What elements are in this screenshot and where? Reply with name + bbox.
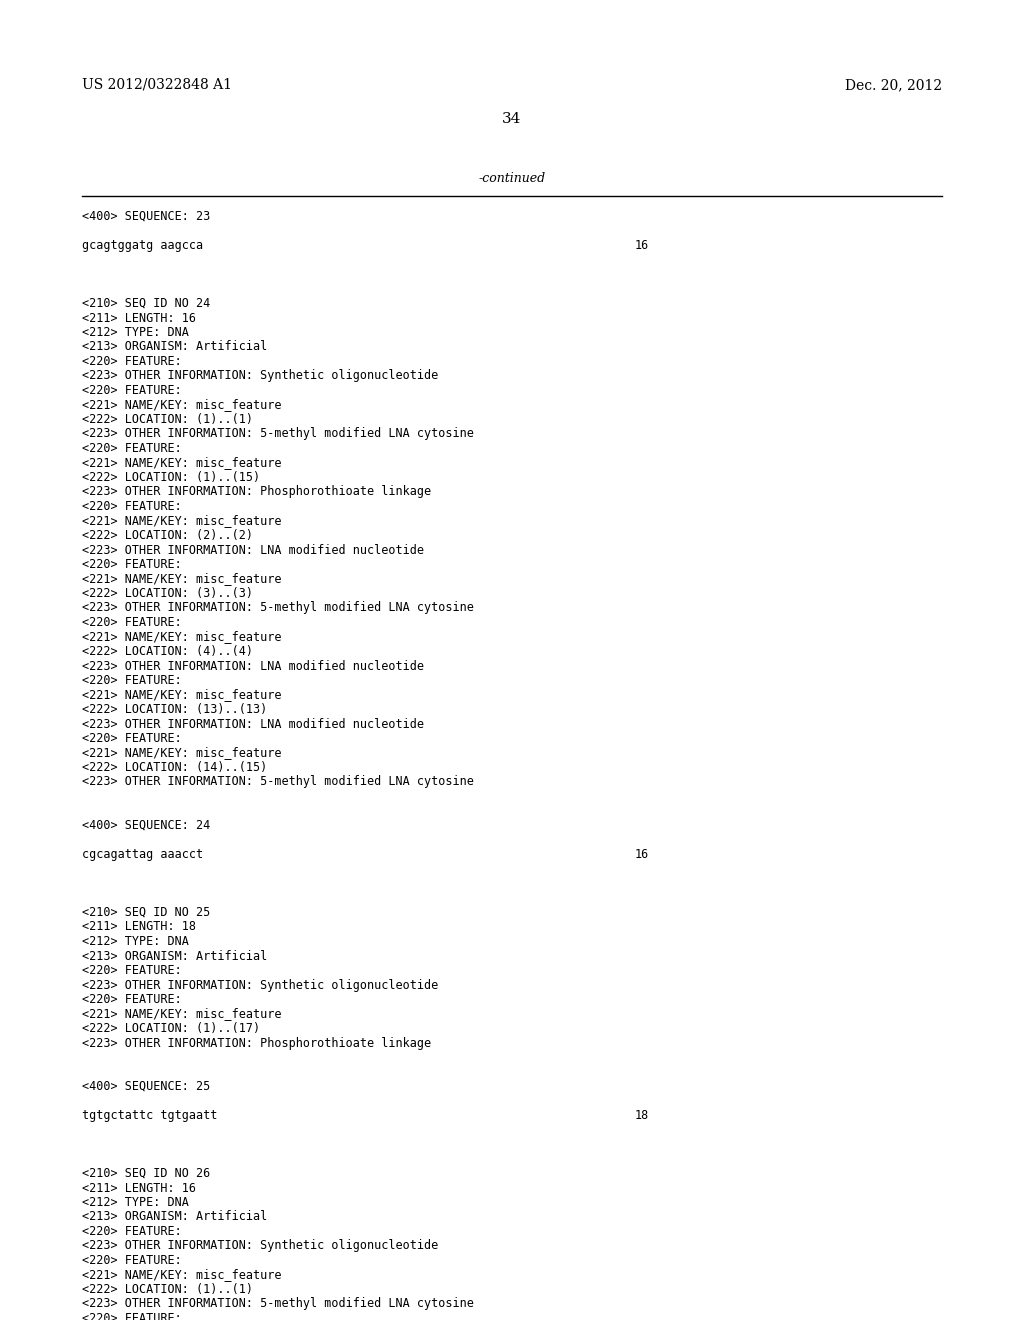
Text: <220> FEATURE:: <220> FEATURE:: [82, 1312, 181, 1320]
Text: <221> NAME/KEY: misc_feature: <221> NAME/KEY: misc_feature: [82, 515, 282, 528]
Text: <221> NAME/KEY: misc_feature: <221> NAME/KEY: misc_feature: [82, 399, 282, 412]
Text: <222> LOCATION: (1)..(17): <222> LOCATION: (1)..(17): [82, 1022, 260, 1035]
Text: <400> SEQUENCE: 25: <400> SEQUENCE: 25: [82, 1080, 210, 1093]
Text: <222> LOCATION: (1)..(1): <222> LOCATION: (1)..(1): [82, 1283, 253, 1296]
Text: US 2012/0322848 A1: US 2012/0322848 A1: [82, 78, 232, 92]
Text: <221> NAME/KEY: misc_feature: <221> NAME/KEY: misc_feature: [82, 689, 282, 701]
Text: <213> ORGANISM: Artificial: <213> ORGANISM: Artificial: [82, 341, 267, 354]
Text: <223> OTHER INFORMATION: LNA modified nucleotide: <223> OTHER INFORMATION: LNA modified nu…: [82, 718, 424, 730]
Text: <220> FEATURE:: <220> FEATURE:: [82, 384, 181, 397]
Text: <223> OTHER INFORMATION: LNA modified nucleotide: <223> OTHER INFORMATION: LNA modified nu…: [82, 660, 424, 672]
Text: <212> TYPE: DNA: <212> TYPE: DNA: [82, 1196, 188, 1209]
Text: <400> SEQUENCE: 23: <400> SEQUENCE: 23: [82, 210, 210, 223]
Text: <220> FEATURE:: <220> FEATURE:: [82, 675, 181, 686]
Text: <400> SEQUENCE: 24: <400> SEQUENCE: 24: [82, 818, 210, 832]
Text: <220> FEATURE:: <220> FEATURE:: [82, 964, 181, 977]
Text: <222> LOCATION: (14)..(15): <222> LOCATION: (14)..(15): [82, 762, 267, 774]
Text: <210> SEQ ID NO 26: <210> SEQ ID NO 26: [82, 1167, 210, 1180]
Text: <220> FEATURE:: <220> FEATURE:: [82, 733, 181, 744]
Text: <220> FEATURE:: <220> FEATURE:: [82, 500, 181, 513]
Text: <221> NAME/KEY: misc_feature: <221> NAME/KEY: misc_feature: [82, 1269, 282, 1282]
Text: cgcagattag aaacct: cgcagattag aaacct: [82, 847, 203, 861]
Text: Dec. 20, 2012: Dec. 20, 2012: [845, 78, 942, 92]
Text: <211> LENGTH: 18: <211> LENGTH: 18: [82, 920, 196, 933]
Text: <213> ORGANISM: Artificial: <213> ORGANISM: Artificial: [82, 949, 267, 962]
Text: <223> OTHER INFORMATION: 5-methyl modified LNA cytosine: <223> OTHER INFORMATION: 5-methyl modifi…: [82, 428, 474, 441]
Text: <223> OTHER INFORMATION: LNA modified nucleotide: <223> OTHER INFORMATION: LNA modified nu…: [82, 544, 424, 557]
Text: <212> TYPE: DNA: <212> TYPE: DNA: [82, 326, 188, 339]
Text: <223> OTHER INFORMATION: Phosphorothioate linkage: <223> OTHER INFORMATION: Phosphorothioat…: [82, 486, 431, 499]
Text: 34: 34: [503, 112, 521, 125]
Text: <223> OTHER INFORMATION: 5-methyl modified LNA cytosine: <223> OTHER INFORMATION: 5-methyl modifi…: [82, 1298, 474, 1311]
Text: <220> FEATURE:: <220> FEATURE:: [82, 442, 181, 455]
Text: <210> SEQ ID NO 25: <210> SEQ ID NO 25: [82, 906, 210, 919]
Text: <220> FEATURE:: <220> FEATURE:: [82, 993, 181, 1006]
Text: <223> OTHER INFORMATION: Synthetic oligonucleotide: <223> OTHER INFORMATION: Synthetic oligo…: [82, 1239, 438, 1253]
Text: <223> OTHER INFORMATION: 5-methyl modified LNA cytosine: <223> OTHER INFORMATION: 5-methyl modifi…: [82, 602, 474, 615]
Text: 18: 18: [635, 1109, 649, 1122]
Text: tgtgctattc tgtgaatt: tgtgctattc tgtgaatt: [82, 1109, 217, 1122]
Text: 16: 16: [635, 847, 649, 861]
Text: <223> OTHER INFORMATION: 5-methyl modified LNA cytosine: <223> OTHER INFORMATION: 5-methyl modifi…: [82, 776, 474, 788]
Text: <211> LENGTH: 16: <211> LENGTH: 16: [82, 312, 196, 325]
Text: <213> ORGANISM: Artificial: <213> ORGANISM: Artificial: [82, 1210, 267, 1224]
Text: <222> LOCATION: (3)..(3): <222> LOCATION: (3)..(3): [82, 587, 253, 601]
Text: gcagtggatg aagcca: gcagtggatg aagcca: [82, 239, 203, 252]
Text: <220> FEATURE:: <220> FEATURE:: [82, 1254, 181, 1267]
Text: -continued: -continued: [478, 172, 546, 185]
Text: <211> LENGTH: 16: <211> LENGTH: 16: [82, 1181, 196, 1195]
Text: <222> LOCATION: (1)..(15): <222> LOCATION: (1)..(15): [82, 471, 260, 484]
Text: <220> FEATURE:: <220> FEATURE:: [82, 616, 181, 630]
Text: <221> NAME/KEY: misc_feature: <221> NAME/KEY: misc_feature: [82, 1007, 282, 1020]
Text: <221> NAME/KEY: misc_feature: <221> NAME/KEY: misc_feature: [82, 747, 282, 759]
Text: <223> OTHER INFORMATION: Phosphorothioate linkage: <223> OTHER INFORMATION: Phosphorothioat…: [82, 1036, 431, 1049]
Text: <221> NAME/KEY: misc_feature: <221> NAME/KEY: misc_feature: [82, 631, 282, 644]
Text: <222> LOCATION: (2)..(2): <222> LOCATION: (2)..(2): [82, 529, 253, 543]
Text: <221> NAME/KEY: misc_feature: <221> NAME/KEY: misc_feature: [82, 457, 282, 470]
Text: <223> OTHER INFORMATION: Synthetic oligonucleotide: <223> OTHER INFORMATION: Synthetic oligo…: [82, 370, 438, 383]
Text: <212> TYPE: DNA: <212> TYPE: DNA: [82, 935, 188, 948]
Text: <222> LOCATION: (1)..(1): <222> LOCATION: (1)..(1): [82, 413, 253, 426]
Text: <223> OTHER INFORMATION: Synthetic oligonucleotide: <223> OTHER INFORMATION: Synthetic oligo…: [82, 978, 438, 991]
Text: <222> LOCATION: (13)..(13): <222> LOCATION: (13)..(13): [82, 704, 267, 715]
Text: <210> SEQ ID NO 24: <210> SEQ ID NO 24: [82, 297, 210, 310]
Text: <221> NAME/KEY: misc_feature: <221> NAME/KEY: misc_feature: [82, 573, 282, 586]
Text: <222> LOCATION: (4)..(4): <222> LOCATION: (4)..(4): [82, 645, 253, 657]
Text: <220> FEATURE:: <220> FEATURE:: [82, 558, 181, 572]
Text: 16: 16: [635, 239, 649, 252]
Text: <220> FEATURE:: <220> FEATURE:: [82, 355, 181, 368]
Text: <220> FEATURE:: <220> FEATURE:: [82, 1225, 181, 1238]
